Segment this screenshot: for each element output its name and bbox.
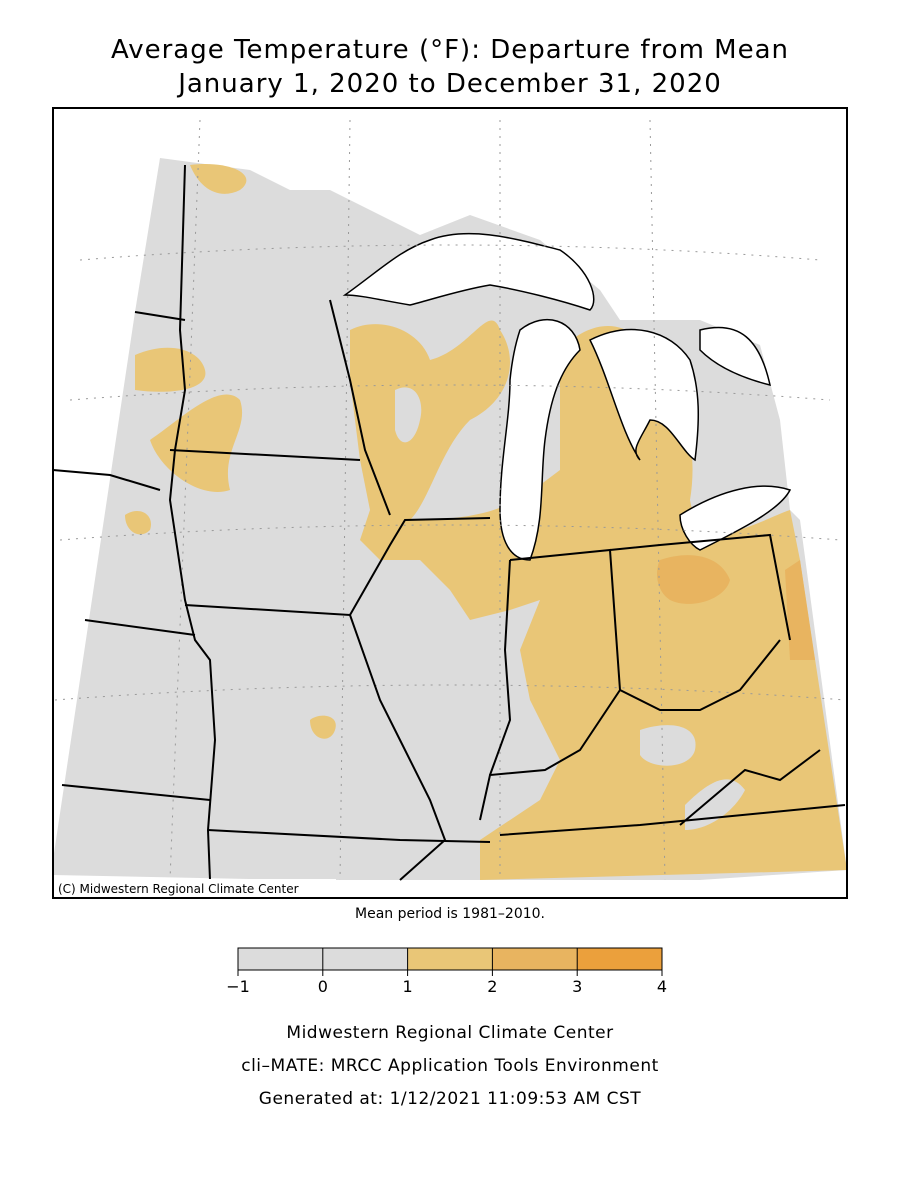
footer-line: Generated at: 1/12/2021 11:09:53 AM CST — [259, 1089, 641, 1109]
warm-anomaly — [657, 555, 730, 604]
map-frame — [52, 107, 848, 899]
legend-tick-label: 0 — [318, 977, 328, 996]
legend-bin — [407, 948, 493, 970]
note: Mean period is 1981–2010. — [355, 906, 545, 922]
legend-tick-label: 1 — [403, 977, 413, 996]
legend-bin — [322, 948, 408, 970]
legend: −1 0 1 2 3 4 — [226, 947, 667, 996]
footer-line: cli–MATE: MRCC Application Tools Environ… — [241, 1056, 659, 1076]
legend-bin — [492, 948, 578, 970]
legend-tick-label: −1 — [226, 977, 250, 996]
warm-anomaly — [785, 560, 815, 660]
title-line: Average Temperature (°F): Departure from… — [111, 35, 789, 65]
lake — [342, 232, 792, 561]
map: (C) Midwestern Regional Climate Center — [52, 107, 848, 899]
legend-bin — [577, 948, 662, 970]
legend-tick-label: 2 — [487, 977, 497, 996]
legend-tick-label: 4 — [657, 977, 667, 996]
legend-tick-label: 3 — [572, 977, 582, 996]
copyright-box — [54, 879, 336, 897]
near-normal-anomaly — [395, 387, 745, 830]
footer-line: Midwestern Regional Climate Center — [286, 1023, 613, 1043]
copyright: (C) Midwestern Regional Climate Center — [58, 882, 299, 896]
legend-bin — [238, 948, 323, 970]
graticule — [54, 119, 846, 881]
title-line: January 1, 2020 to December 31, 2020 — [176, 69, 722, 99]
state-boundary — [52, 164, 846, 881]
